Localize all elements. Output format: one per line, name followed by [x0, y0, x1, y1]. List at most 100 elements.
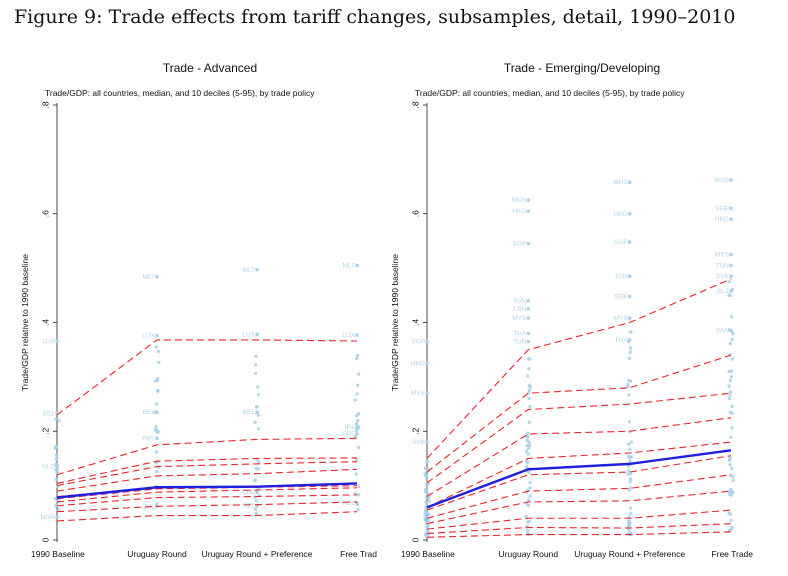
country-point — [731, 478, 735, 482]
country-point — [253, 363, 258, 367]
country-label: THA — [513, 330, 527, 337]
labeled-point — [627, 316, 632, 320]
country-point — [729, 435, 733, 439]
decile-line-7 — [56, 468, 358, 492]
labeled-point — [355, 333, 359, 337]
country-point — [727, 384, 731, 388]
country-point — [355, 392, 359, 396]
country-point — [728, 492, 732, 497]
country-point — [257, 460, 261, 464]
decile-line-4 — [56, 487, 358, 503]
country-label: SVK — [412, 439, 426, 446]
y-tick-label: .2 — [410, 427, 420, 434]
country-point — [254, 466, 258, 471]
country-point — [426, 518, 431, 523]
country-label: LUX — [242, 331, 255, 338]
country-point — [627, 488, 631, 492]
country-point — [425, 523, 430, 528]
country-point — [729, 375, 734, 379]
country-point — [355, 383, 360, 387]
country-point — [628, 346, 633, 350]
labeled-point — [729, 328, 733, 333]
country-label: SGP — [513, 241, 527, 248]
decile-line-2 — [426, 523, 732, 535]
country-label: NOR — [41, 514, 56, 521]
country-label: MYS — [715, 252, 730, 259]
country-point — [427, 512, 431, 517]
country-point — [353, 398, 358, 402]
country-point — [728, 341, 733, 346]
country-point — [626, 382, 630, 387]
country-point — [354, 413, 359, 418]
country-point — [54, 417, 58, 421]
country-point — [627, 468, 631, 473]
country-point — [256, 392, 261, 397]
decile-line-5 — [56, 485, 358, 500]
country-label: THA — [615, 337, 629, 344]
country-point — [356, 418, 360, 423]
country-label: LUX — [42, 338, 55, 345]
country-point — [354, 422, 359, 426]
country-point — [524, 465, 529, 470]
country-point — [628, 459, 632, 463]
country-point — [528, 486, 532, 490]
country-label: CHL — [242, 489, 255, 496]
country-point — [524, 514, 529, 519]
country-label: IRL — [345, 424, 356, 431]
country-label: HKG — [715, 216, 729, 223]
country-point — [727, 369, 731, 374]
country-point — [425, 482, 429, 487]
chart-title: Trade - Advanced — [163, 61, 257, 75]
labeled-point — [425, 361, 429, 366]
labeled-point — [55, 339, 59, 343]
country-point — [727, 490, 732, 494]
country-point — [526, 374, 530, 378]
country-point — [629, 471, 633, 476]
country-point — [423, 466, 428, 471]
decile-line-4 — [426, 490, 732, 525]
country-label: TUN — [716, 262, 730, 269]
country-point — [527, 396, 531, 401]
country-point — [628, 379, 633, 383]
country-point — [629, 455, 633, 459]
labeled-point — [526, 331, 531, 336]
country-point — [525, 438, 529, 442]
country-point — [357, 445, 361, 450]
chart-title: Trade - Emerging/Developing — [504, 61, 660, 75]
country-point — [154, 450, 159, 454]
country-label: MLT — [342, 262, 355, 269]
country-point — [156, 349, 161, 354]
country-label: HKG — [512, 208, 526, 215]
country-label: HKG — [614, 211, 628, 218]
labeled-point — [729, 289, 733, 293]
country-label: NZL — [243, 503, 256, 510]
country-point — [356, 493, 361, 497]
country-point — [626, 442, 631, 446]
country-point — [424, 476, 429, 480]
country-point — [256, 385, 260, 389]
labeled-point — [627, 338, 632, 342]
country-point — [154, 402, 159, 406]
labeled-point — [155, 333, 159, 338]
country-point — [627, 420, 632, 424]
country-point — [629, 440, 634, 444]
country-point — [626, 472, 630, 476]
country-point — [54, 445, 58, 449]
y-tick-label: .2 — [40, 427, 50, 434]
country-point — [728, 378, 732, 383]
country-point — [354, 428, 359, 432]
country-point — [54, 457, 59, 462]
country-point — [155, 378, 160, 383]
country-point — [354, 457, 359, 462]
country-point — [526, 446, 531, 450]
country-label: SDK — [614, 293, 628, 300]
country-point — [628, 479, 632, 484]
x-tick-label: 1990 Baseline — [31, 549, 85, 559]
country-point — [627, 393, 631, 397]
y-tick-label: 0 — [40, 537, 50, 542]
labeled-point — [255, 267, 259, 272]
chart-panel-2: Trade - Emerging/Developing Trade/GDP: al… — [390, 61, 753, 559]
country-point — [54, 453, 59, 457]
country-point — [54, 468, 58, 472]
labeled-point — [627, 240, 632, 244]
